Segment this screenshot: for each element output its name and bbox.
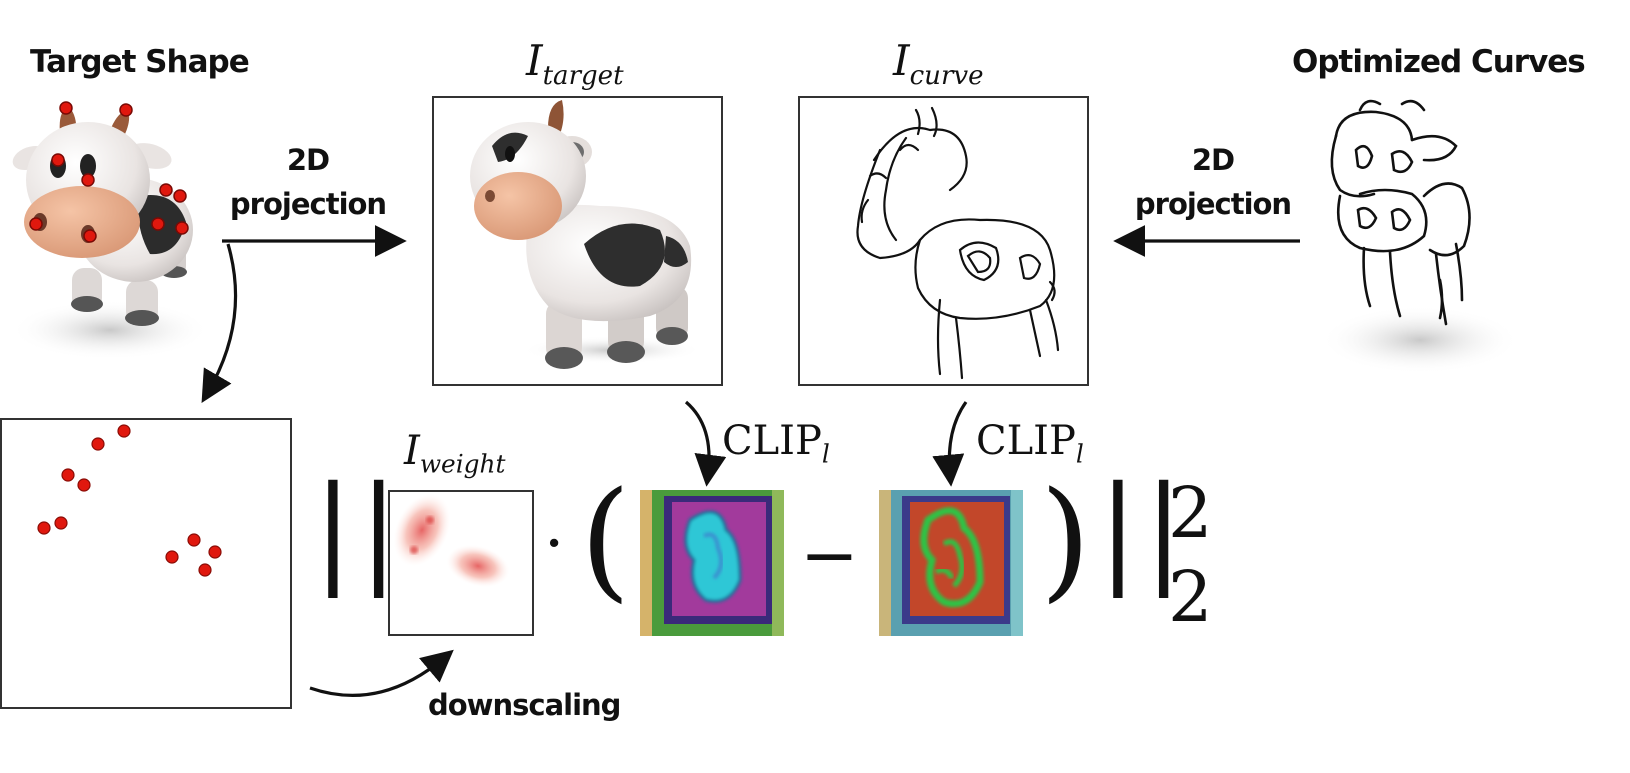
subscript-2: 2 xyxy=(1168,556,1213,638)
i-curve-image-frame xyxy=(798,96,1089,386)
clip-left-sub: l xyxy=(821,439,830,469)
minus-operator: − xyxy=(800,514,859,596)
arrows xyxy=(201,225,1300,697)
projection-label-right-line2: projection xyxy=(1134,187,1292,221)
i-curve-sub: curve xyxy=(909,61,984,92)
optimized-curves-label: Optimized Curves xyxy=(1292,44,1586,80)
i-target-sub: target xyxy=(542,61,624,92)
projection-label-left: 2D projection xyxy=(228,138,388,226)
projection-label-right: 2D projection xyxy=(1133,138,1293,226)
paren-open: ( xyxy=(580,463,631,615)
i-curve-base: I xyxy=(893,36,910,85)
norm-close: || xyxy=(1098,460,1190,598)
downscaling-label: downscaling xyxy=(428,688,621,722)
clip-feature-map-target-icon xyxy=(640,490,784,636)
clip-arrow-left xyxy=(684,400,727,487)
curve-sketch-cow-icon xyxy=(856,106,1060,380)
clip-label-right: CLIPl xyxy=(976,418,1084,469)
projection-label-right-line1: 2D xyxy=(1191,143,1235,177)
norm-open: || xyxy=(313,460,405,598)
clip-feature-map-curve-icon xyxy=(879,490,1023,636)
i-weight-label: Iweight xyxy=(404,428,505,479)
keypoint-projection-frame xyxy=(0,418,292,709)
clip-right-base: CLIP xyxy=(976,418,1076,464)
target-shape-cow-icon xyxy=(10,101,210,360)
downscaling-arrow xyxy=(309,649,454,697)
projection-label-left-line2: projection xyxy=(229,187,387,221)
clip-label-left: CLIPl xyxy=(722,418,830,469)
clip-left-base: CLIP xyxy=(722,418,822,464)
target-render-cow-icon xyxy=(470,100,702,369)
i-target-base: I xyxy=(526,36,543,85)
dot-operator: · xyxy=(544,507,565,581)
i-target-label: Itarget xyxy=(526,36,624,91)
projection-label-left-line1: 2D xyxy=(286,143,330,177)
i-curve-label: Icurve xyxy=(893,36,984,91)
target-shape-label: Target Shape xyxy=(30,44,250,80)
exponent-2: 2 xyxy=(1168,472,1213,554)
weight-heatmap xyxy=(393,493,510,588)
clip-right-sub: l xyxy=(1075,439,1084,469)
i-weight-sub: weight xyxy=(419,449,506,479)
projected-keypoints xyxy=(37,424,222,577)
i-weight-base: I xyxy=(404,428,420,474)
optimized-curves-cow-icon xyxy=(1320,99,1520,374)
clip-arrow-right xyxy=(932,401,968,487)
keypoint-arrow xyxy=(201,243,238,404)
paren-close: ) xyxy=(1040,463,1091,615)
